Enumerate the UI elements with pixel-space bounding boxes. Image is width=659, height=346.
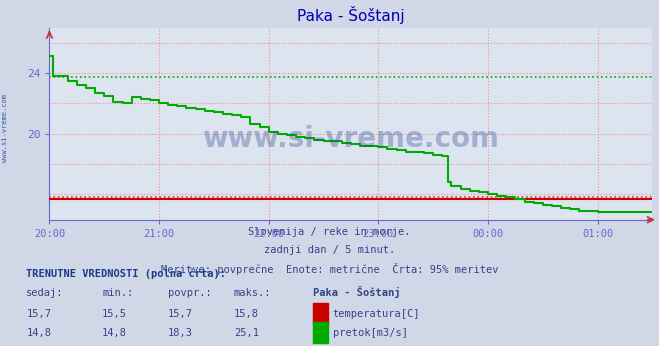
- Text: 15,7: 15,7: [168, 309, 193, 319]
- Text: 25,1: 25,1: [234, 328, 259, 338]
- Text: maks.:: maks.:: [234, 288, 272, 298]
- Text: pretok[m3/s]: pretok[m3/s]: [333, 328, 408, 338]
- Text: Paka - Šoštanj: Paka - Šoštanj: [313, 286, 401, 298]
- Text: povpr.:: povpr.:: [168, 288, 212, 298]
- Text: TRENUTNE VREDNOSTI (polna črta):: TRENUTNE VREDNOSTI (polna črta):: [26, 268, 226, 279]
- Text: min.:: min.:: [102, 288, 133, 298]
- Text: zadnji dan / 5 minut.: zadnji dan / 5 minut.: [264, 245, 395, 255]
- Text: sedaj:: sedaj:: [26, 288, 64, 298]
- Text: 15,7: 15,7: [26, 309, 51, 319]
- Title: Paka - Šoštanj: Paka - Šoštanj: [297, 6, 405, 24]
- Text: www.si-vreme.com: www.si-vreme.com: [202, 125, 500, 153]
- Text: Meritve: povprečne  Enote: metrične  Črta: 95% meritev: Meritve: povprečne Enote: metrične Črta:…: [161, 263, 498, 275]
- Text: www.si-vreme.com: www.si-vreme.com: [2, 94, 9, 162]
- Text: 14,8: 14,8: [102, 328, 127, 338]
- Text: 14,8: 14,8: [26, 328, 51, 338]
- Text: temperatura[C]: temperatura[C]: [333, 309, 420, 319]
- Text: 15,5: 15,5: [102, 309, 127, 319]
- Text: 18,3: 18,3: [168, 328, 193, 338]
- Text: Slovenija / reke in morje.: Slovenija / reke in morje.: [248, 227, 411, 237]
- Text: 15,8: 15,8: [234, 309, 259, 319]
